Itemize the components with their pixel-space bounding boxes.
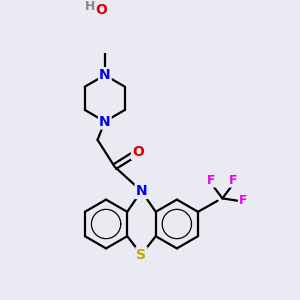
Text: N: N [99,68,111,82]
Text: O: O [132,145,144,159]
Text: F: F [229,174,238,187]
Text: F: F [239,194,248,207]
Text: N: N [99,115,111,128]
Text: S: S [136,248,146,262]
Text: N: N [136,184,147,198]
Text: H: H [85,0,95,13]
Text: F: F [207,174,216,187]
Text: O: O [95,4,107,17]
